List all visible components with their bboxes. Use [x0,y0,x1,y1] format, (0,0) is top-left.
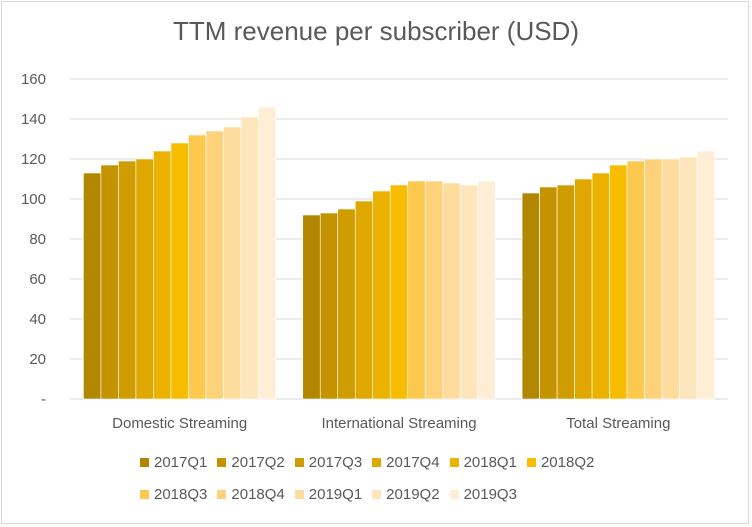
legend-item: 2017Q4 [372,452,440,472]
y-tick-label: 40 [29,311,46,328]
legend-label: 2018Q3 [154,485,208,503]
legend-item: 2019Q3 [449,484,517,504]
legend-item: 2018Q4 [217,484,285,504]
legend-item: 2018Q2 [526,452,595,472]
legend-label: 2017Q2 [231,453,285,471]
bar-2017Q2-0 [100,164,119,400]
bar-2018Q3-0 [188,134,207,400]
y-tick-label: - [41,391,46,408]
legend-swatch [140,489,149,499]
legend-label: 2018Q2 [540,453,595,471]
legend-swatch [449,489,459,499]
legend-swatch [217,457,227,467]
legend-item: 2019Q1 [294,484,363,504]
legend-label: 2019Q2 [386,485,440,503]
y-tick-label: 20 [29,351,46,368]
y-tick-label: 120 [21,151,46,168]
legend-label: 2017Q3 [308,453,363,471]
x-axis-labels: Domestic Streaming International Streamin… [112,415,670,432]
bar-2018Q3-1 [407,180,426,400]
bar-2019Q3-0 [258,106,277,400]
legend-swatch [294,489,304,499]
bar-2019Q2-2 [679,156,698,400]
legend-item: 2018Q1 [449,452,517,472]
bar-2017Q3-0 [118,160,137,400]
x-category-label: Total Streaming [566,415,670,432]
bar-2019Q3-1 [477,180,496,400]
bar-2018Q2-2 [609,164,628,400]
legend-item: 2019Q2 [372,484,440,504]
bar-2019Q3-2 [696,150,715,400]
legend-swatch [140,457,149,467]
bars [83,106,715,400]
bar-2019Q1-1 [442,182,461,400]
bar-2017Q1-2 [521,192,540,400]
bar-2019Q1-0 [223,126,242,400]
bar-2018Q1-1 [372,190,391,400]
bar-2017Q4-0 [135,158,154,400]
legend: 2017Q1 2017Q2 2017Q3 2017Q4 2018Q1 2018Q2 2018… [140,452,660,504]
legend-label: 2019Q1 [308,485,363,503]
chart-title: TTM revenue per subscriber (USD) [173,16,579,46]
bar-2017Q2-2 [539,186,558,400]
bar-2017Q4-2 [574,178,593,400]
legend-label: 2018Q1 [463,453,517,471]
bar-2019Q1-2 [661,158,680,400]
legend-item: 2018Q3 [140,484,207,504]
bar-2018Q1-0 [153,150,172,400]
bar-2018Q4-2 [644,158,663,400]
legend-item: 2017Q2 [217,452,285,472]
x-category-label: Domestic Streaming [112,415,247,432]
y-tick-label: 100 [21,191,46,208]
bar-2018Q4-1 [424,180,444,400]
legend-item: 2017Q3 [294,452,363,472]
bar-2017Q4-1 [354,200,374,400]
legend-item: 2017Q1 [140,452,207,472]
bar-2018Q1-2 [591,172,610,400]
bar-2017Q3-2 [556,184,575,400]
bar-2017Q2-1 [319,212,339,400]
legend-swatch [526,457,536,467]
bar-2019Q2-1 [459,184,479,400]
y-tick-label: 80 [29,231,46,248]
legend-label: 2018Q4 [231,485,285,503]
legend-label: 2019Q3 [463,485,517,503]
bar-2017Q1-1 [302,214,321,400]
x-category-label: International Streaming [321,415,476,432]
bar-2019Q2-0 [240,116,259,400]
legend-swatch [372,457,382,467]
y-axis-ticks: - 20 40 60 80 100 120 140 160 [21,71,46,408]
legend-swatch [217,489,227,499]
bar-2018Q3-2 [626,160,645,400]
y-tick-label: 60 [29,271,46,288]
legend-swatch [449,457,459,467]
y-tick-label: 140 [21,111,46,128]
y-tick-label: 160 [21,71,46,88]
bar-2018Q2-0 [170,142,189,400]
legend-label: 2017Q4 [386,453,440,471]
legend-label: 2017Q1 [154,453,208,471]
bar-2018Q4-0 [205,130,224,400]
bar-2018Q2-1 [389,184,409,400]
bar-2017Q3-1 [337,208,356,400]
legend-swatch [372,489,382,499]
legend-swatch [294,457,304,467]
bar-2017Q1-0 [83,172,102,400]
